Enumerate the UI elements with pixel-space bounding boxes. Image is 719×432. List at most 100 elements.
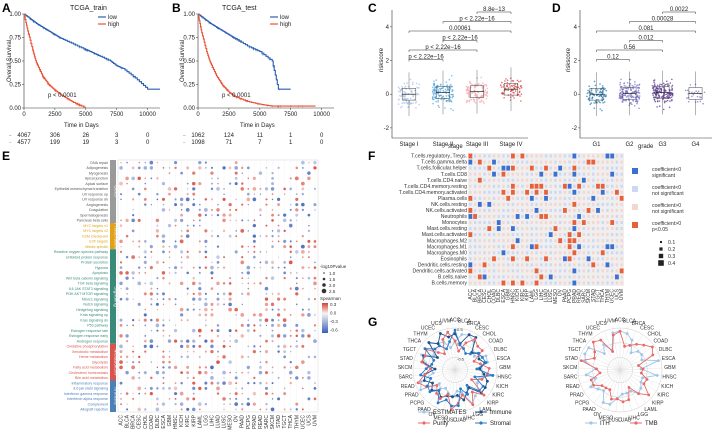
legend-label: coefficient>0 — [652, 221, 681, 227]
radar-axis-label: LUAD — [453, 417, 467, 423]
radar-point — [482, 372, 486, 376]
data-point — [406, 102, 409, 105]
data-point — [414, 102, 417, 104]
heatmap-cell — [615, 245, 619, 249]
radar-spoke — [454, 369, 468, 411]
heatmap-dot — [119, 250, 123, 253]
heatmap-dot — [144, 266, 147, 269]
heatmap-dot — [253, 376, 256, 380]
heatmap-cell — [544, 251, 548, 255]
heatmap-dot — [143, 313, 147, 317]
comparison-pvalue: 0.00028 — [652, 16, 674, 22]
data-point — [466, 100, 468, 102]
data-point — [474, 89, 476, 92]
cancer-label: OV — [234, 414, 240, 422]
radar-axis-label: UCEC — [586, 326, 601, 332]
censor-mark: + — [120, 66, 123, 71]
heatmap-dot — [301, 192, 305, 196]
heatmap-cell — [549, 178, 552, 182]
y-tick-label: -2 — [572, 126, 578, 132]
heatmap-dot — [295, 208, 299, 212]
censor-mark: + — [235, 37, 238, 42]
size-legend-dot — [323, 272, 325, 274]
heatmap-dot — [173, 386, 178, 391]
heatmap-dot — [301, 277, 304, 280]
x-tick-label: Stage I — [399, 142, 418, 148]
heatmap-dot — [162, 382, 165, 385]
heatmap-dot — [162, 250, 165, 254]
heatmap-cell — [473, 233, 477, 237]
heatmap-dot — [289, 329, 292, 332]
heatmap-cell — [615, 221, 619, 225]
heatmap-dot — [168, 192, 171, 196]
cancer-label: KIRC — [185, 415, 191, 427]
comparison-pvalue: 0.56 — [624, 45, 636, 51]
heatmap-cell — [478, 233, 481, 237]
radar-point — [656, 359, 660, 363]
heatmap-cell — [596, 208, 600, 213]
heatmap-dot — [192, 328, 196, 333]
survival-curve-low — [24, 13, 160, 90]
heatmap-dot — [241, 371, 244, 374]
heatmap-cell — [554, 245, 557, 249]
heatmap-dot — [144, 177, 147, 180]
heatmap-dot — [217, 292, 219, 295]
heatmap-dot — [241, 402, 244, 406]
radar-axis-label: PAAD — [417, 407, 431, 413]
panel-g: G ACCBLCABRCACESCCHOLCOADDLBCESCAGBMHNSC… — [368, 315, 677, 427]
data-point — [663, 101, 666, 104]
radar-point — [453, 339, 457, 343]
censor-mark: + — [32, 51, 35, 56]
pathway-label: Coagulation — [89, 208, 108, 212]
heatmap-cell — [577, 227, 581, 231]
heatmap-dot — [283, 408, 286, 411]
heatmap-dot — [289, 203, 292, 206]
data-point — [516, 83, 519, 86]
heatmap-dot — [187, 188, 189, 190]
data-point — [651, 87, 654, 89]
radar-point — [472, 354, 476, 358]
heatmap-cell — [488, 221, 491, 225]
heatmap-dot — [271, 240, 274, 243]
radar-spoke — [593, 369, 621, 404]
heatmap-dot — [180, 213, 184, 217]
heatmap-dot — [125, 276, 129, 280]
heatmap-cell — [535, 227, 538, 231]
heatmap-cell — [544, 239, 548, 243]
heatmap-dot — [162, 360, 165, 364]
radar-series — [420, 334, 493, 405]
heatmap-cell — [601, 275, 604, 279]
censor-mark: + — [216, 25, 219, 30]
data-point — [653, 96, 655, 99]
heatmap-dot — [277, 256, 280, 258]
heatmap-dot — [150, 250, 153, 253]
data-point — [655, 87, 658, 89]
y-tick-label: 4 — [574, 25, 578, 31]
heatmap-dot — [149, 339, 154, 343]
heatmap-cell — [549, 257, 552, 261]
heatmap-cell — [521, 221, 524, 225]
heatmap-dot — [138, 266, 141, 269]
heatmap-dot — [253, 245, 256, 248]
heatmap-dot — [265, 308, 268, 312]
heatmap-dot — [119, 360, 123, 364]
heatmap-dot — [241, 387, 244, 390]
data-point — [450, 93, 453, 96]
data-point — [452, 93, 454, 96]
radar-point — [487, 366, 491, 370]
data-point — [668, 84, 670, 87]
data-point — [638, 87, 640, 89]
heatmap-cell — [525, 227, 529, 231]
cancer-label: CHOL — [487, 289, 493, 303]
legend-low: low — [280, 15, 290, 21]
data-point — [593, 107, 596, 109]
heatmap-dot — [149, 281, 154, 286]
radar-series — [417, 331, 490, 411]
heatmap-dot — [198, 366, 201, 369]
heatmap-cell — [559, 251, 562, 255]
data-point — [448, 78, 451, 81]
heatmap-cell — [473, 208, 477, 212]
pathway-label: Cholesterol homeostasis — [69, 371, 109, 375]
data-point — [440, 83, 442, 86]
heatmap-dot — [119, 166, 123, 170]
